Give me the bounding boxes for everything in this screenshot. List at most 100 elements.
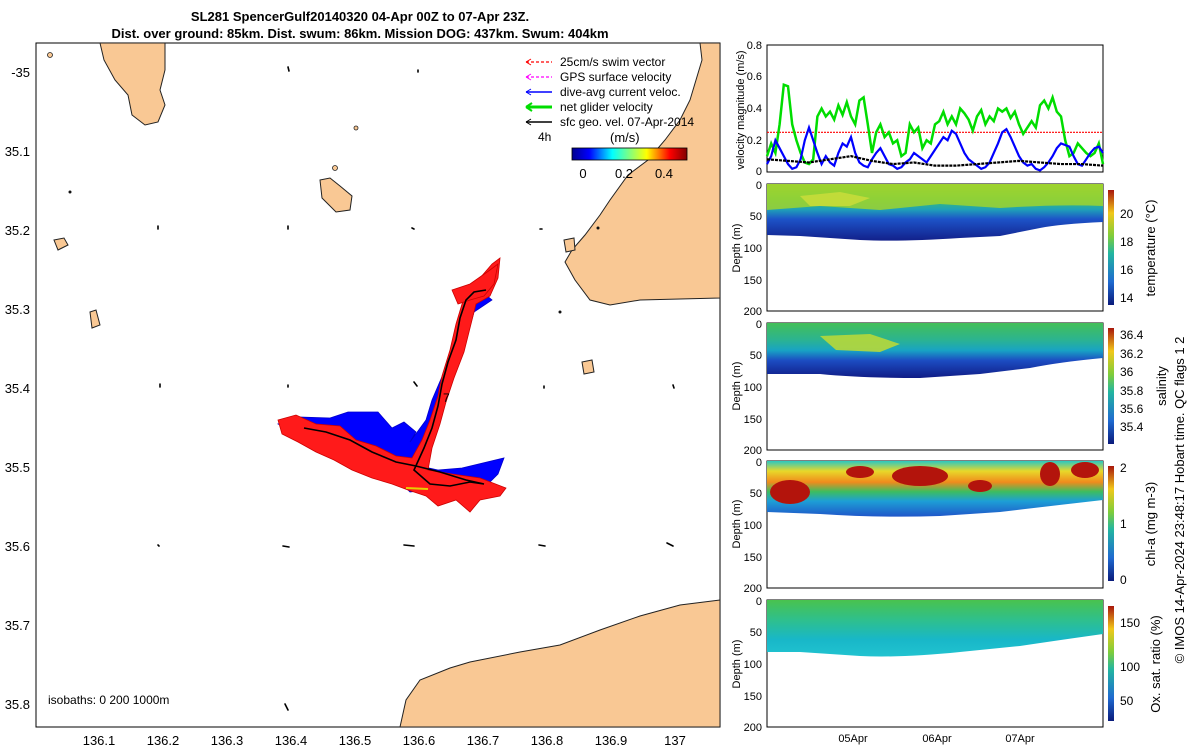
svg-text:136.8: 136.8: [531, 733, 564, 748]
svg-text:0.8: 0.8: [747, 40, 762, 52]
svg-text:Depth (m): Depth (m): [731, 500, 743, 549]
land-island-small-3: [89, 309, 101, 329]
figure-title: SL281 SpencerGulf20140320 04-Apr 00Z to …: [0, 8, 720, 42]
svg-text:-35: -35: [11, 65, 30, 80]
svg-text:50: 50: [750, 350, 762, 362]
svg-text:136.4: 136.4: [275, 733, 308, 748]
svg-text:137: 137: [664, 733, 686, 748]
svg-text:200: 200: [744, 583, 762, 595]
legend-entry-dive-avg: dive-avg current veloc.: [525, 85, 681, 99]
salinity-colorbar: [1108, 328, 1114, 444]
svg-text:Ox. sat. ratio (%): Ox. sat. ratio (%): [1148, 615, 1163, 713]
svg-text:1: 1: [1120, 517, 1127, 531]
svg-text:06Apr: 06Apr: [922, 733, 952, 745]
svg-text:chl-a (mg m-3): chl-a (mg m-3): [1143, 482, 1158, 567]
svg-text:0: 0: [756, 180, 762, 192]
svg-text:35.8: 35.8: [1120, 384, 1144, 398]
svg-text:sfc geo. vel. 07-Apr-2014: sfc geo. vel. 07-Apr-2014: [560, 115, 694, 129]
land-island-small-4: [581, 359, 595, 375]
oxygen-section: [767, 600, 1103, 657]
svg-text:25cm/s swim vector: 25cm/s swim vector: [560, 55, 665, 69]
svg-text:0: 0: [756, 166, 762, 178]
temperature-panel: 0 50 100 150 200 Depth (m) 14 16 18 20 t…: [731, 180, 1158, 318]
time-axis-ticks: 05Apr 06Apr 07Apr: [838, 733, 1035, 745]
colorbar-corner-label: 4h: [538, 130, 551, 144]
svg-text:0: 0: [756, 596, 762, 608]
land-island-small-5: [563, 237, 576, 253]
svg-text:35.5: 35.5: [5, 460, 30, 475]
svg-text:200: 200: [744, 445, 762, 457]
chlorophyll-colorbar-ticks: 0 1 2: [1120, 461, 1127, 587]
legend-entry-gps-surface: GPS surface velocity: [525, 70, 671, 84]
svg-text:18: 18: [1120, 235, 1134, 249]
svg-text:100: 100: [744, 520, 762, 532]
svg-text:35.3: 35.3: [5, 302, 30, 317]
svg-text:100: 100: [744, 659, 762, 671]
velocity-plot-area: [765, 82, 1105, 172]
temperature-colorbar-ticks: 14 16 18 20: [1120, 207, 1134, 305]
svg-text:35.1: 35.1: [5, 144, 30, 159]
svg-text:14: 14: [1120, 291, 1134, 305]
sfc-geo-vectors: [157, 66, 675, 711]
svg-text:dive-avg current veloc.: dive-avg current veloc.: [560, 85, 681, 99]
svg-text:136.5: 136.5: [339, 733, 372, 748]
legend-entry-sfc-geo: sfc geo. vel. 07-Apr-2014: [525, 115, 694, 129]
svg-text:0.4: 0.4: [747, 103, 762, 115]
map-panel: 7 136.1 136.2 136.3 136.4 136.5 136.6 13…: [5, 42, 721, 748]
svg-text:0: 0: [579, 166, 586, 181]
svg-text:150: 150: [1120, 616, 1140, 630]
svg-text:50: 50: [1120, 694, 1134, 708]
svg-text:35.4: 35.4: [5, 381, 30, 396]
temperature-colorbar: [1108, 190, 1114, 305]
svg-text:Depth (m): Depth (m): [731, 362, 743, 411]
map-legend: 25cm/s swim vector GPS surface velocity …: [525, 55, 694, 129]
svg-text:0: 0: [756, 457, 762, 469]
oxygen-colorbar-ticks: 50 100 150: [1120, 616, 1140, 708]
svg-text:136.1: 136.1: [83, 733, 116, 748]
salinity-y-ticks: 0 50 100 150 200: [744, 319, 762, 457]
svg-text:150: 150: [744, 691, 762, 703]
svg-text:0.2: 0.2: [615, 166, 633, 181]
imos-credit: © IMOS 14-Apr-2024 23:48:17 Hobart time.…: [1172, 337, 1187, 664]
svg-text:36.4: 36.4: [1120, 328, 1144, 342]
colorbar-unit: (m/s): [610, 130, 640, 145]
oxygen-y-ticks: 0 50 100 150 200: [744, 596, 762, 734]
svg-text:100: 100: [744, 243, 762, 255]
svg-text:0.2: 0.2: [747, 135, 762, 147]
salinity-colorbar-ticks: 35.4 35.6 35.8 36 36.2 36.4: [1120, 328, 1144, 434]
svg-text:05Apr: 05Apr: [838, 733, 868, 745]
velocity-colorbar: 4h (m/s) 0 0.2 0.4: [538, 130, 688, 181]
chlorophyll-colorbar: [1108, 466, 1114, 581]
legend-entry-swim-vector: 25cm/s swim vector: [525, 55, 665, 69]
land-mainland-north: [564, 43, 720, 306]
svg-text:100: 100: [1120, 660, 1140, 674]
svg-text:36: 36: [1120, 365, 1134, 379]
svg-text:35.6: 35.6: [1120, 402, 1144, 416]
velocity-series-net-glider-velocity: [765, 82, 1105, 166]
svg-text:150: 150: [744, 414, 762, 426]
map-x-ticks: 136.1 136.2 136.3 136.4 136.5 136.6 136.…: [83, 733, 686, 748]
svg-text:36.2: 36.2: [1120, 347, 1144, 361]
glider-track: [303, 289, 487, 487]
svg-text:200: 200: [744, 722, 762, 734]
svg-text:136.9: 136.9: [595, 733, 628, 748]
title-line-2: Dist. over ground: 85km. Dist. swum: 86k…: [111, 26, 609, 41]
svg-text:0: 0: [756, 319, 762, 331]
chlorophyll-high-patches: [770, 462, 1099, 504]
svg-text:2: 2: [1120, 461, 1127, 475]
svg-text:35.8: 35.8: [5, 697, 30, 712]
svg-text:GPS surface velocity: GPS surface velocity: [560, 70, 671, 84]
svg-text:150: 150: [744, 275, 762, 287]
temperature-y-ticks: 0 50 100 150 200: [744, 180, 762, 318]
svg-text:136.3: 136.3: [211, 733, 244, 748]
svg-text:50: 50: [750, 211, 762, 223]
svg-text:200: 200: [744, 306, 762, 318]
svg-text:100: 100: [744, 382, 762, 394]
svg-text:07Apr: 07Apr: [1005, 733, 1035, 745]
svg-text:salinity: salinity: [1154, 366, 1169, 406]
svg-text:35.2: 35.2: [5, 223, 30, 238]
svg-text:35.6: 35.6: [5, 539, 30, 554]
land-island-small-2: [53, 237, 69, 251]
svg-text:150: 150: [744, 552, 762, 564]
svg-text:35.7: 35.7: [5, 618, 30, 633]
